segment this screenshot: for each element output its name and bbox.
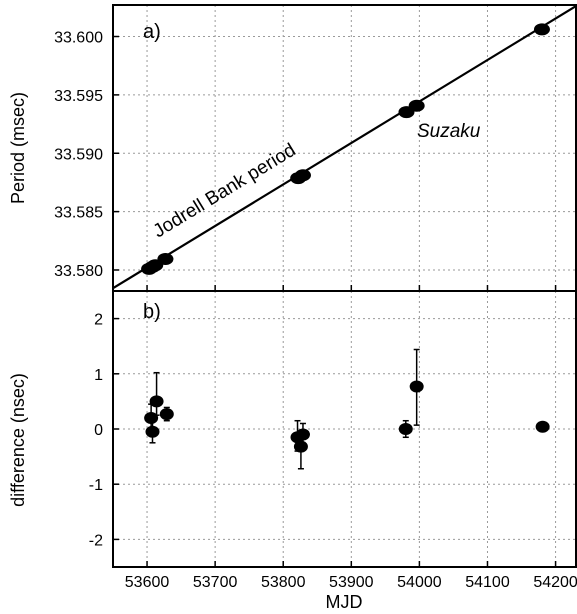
jodrell-bank-period-line [112, 5, 577, 290]
panel-b-y-tick-label: 1 [94, 367, 103, 384]
panel-b-y-ticks: 2 1 0 -1 -2 [89, 312, 119, 549]
panel-b-y-tick-label: -2 [89, 532, 103, 549]
panel-a-point [157, 253, 174, 266]
panel-a: 33.580 33.585 33.590 33.595 33.600 a) Period… [8, 4, 577, 292]
x-axis-title: MJD [326, 592, 363, 612]
x-tick-label: 53700 [193, 574, 238, 591]
panel-b-y-tick-label: -1 [89, 477, 103, 494]
panel-b: 2 1 0 -1 -2 53600 53700 53800 53900 54000 54100 54… [8, 285, 577, 612]
panel-a-label: a) [143, 21, 161, 43]
panel-a-y-tick-label: 33.590 [54, 146, 103, 163]
panel-b-point [159, 408, 174, 421]
panel-a-fit-line [112, 5, 577, 290]
panel-b-point [535, 420, 550, 433]
panel-b-points [144, 348, 550, 470]
panel-b-y-axis-title: difference (nsec) [8, 373, 28, 507]
panel-b-point [295, 428, 310, 441]
panel-b-label: b) [143, 301, 161, 323]
panel-b-y-tick-label: 2 [94, 312, 103, 329]
jodrell-bank-period-label: Jodrell Bank period [150, 140, 300, 243]
panel-b-point [409, 380, 424, 393]
panel-a-grid [113, 5, 576, 291]
panel-b-grid [113, 291, 576, 567]
panel-b-y-tick-label: 0 [94, 422, 103, 439]
x-tick-label: 54200 [533, 574, 577, 591]
panel-b-point [145, 425, 160, 438]
suzaku-label: Suzaku [417, 121, 481, 142]
panel-b-x-ticks: 53600 53700 53800 53900 54000 54100 54200 [125, 285, 577, 591]
x-tick-label: 54000 [397, 574, 442, 591]
x-tick-label: 53900 [329, 574, 374, 591]
panel-a-point [408, 99, 425, 112]
panel-a-points [141, 23, 550, 275]
panel-a-y-tick-label: 33.595 [54, 88, 103, 105]
panel-a-y-ticks: 33.580 33.585 33.590 33.595 33.600 [54, 30, 119, 280]
x-tick-label: 53800 [261, 574, 306, 591]
panel-a-y-tick-label: 33.585 [54, 205, 103, 222]
panel-a-y-tick-label: 33.580 [54, 263, 103, 280]
panel-a-y-tick-label: 33.600 [54, 30, 103, 47]
panel-b-point [149, 395, 164, 408]
panel-b-point [293, 440, 308, 453]
x-tick-label: 54100 [465, 574, 510, 591]
x-tick-label: 53600 [125, 574, 170, 591]
panel-a-point [533, 23, 550, 36]
panel-a-y-axis-title: Period (msec) [8, 92, 28, 204]
panel-b-point [398, 423, 413, 435]
panel-a-point [294, 169, 311, 182]
